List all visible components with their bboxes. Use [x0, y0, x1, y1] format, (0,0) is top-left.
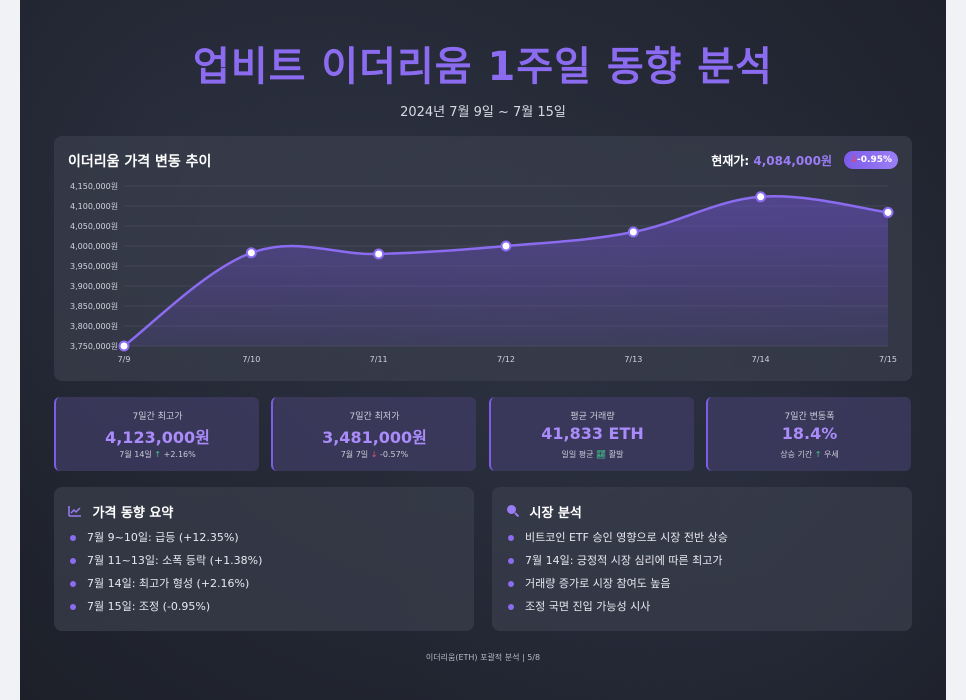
stat-note-text: 7월 7일	[340, 450, 369, 459]
y-tick-label: 3,850,000원	[70, 302, 118, 311]
slide: 업비트 이더리움 1주일 동향 분석 2024년 7월 9일 ~ 7월 15일 …	[20, 0, 946, 700]
stat-label: 평균 거래량	[570, 412, 615, 422]
stat-note-text: 상승 기간	[780, 450, 813, 459]
x-tick-label: 7/9	[118, 355, 131, 364]
list-item: 7월 11~13일: 소폭 등락 (+1.38%)	[68, 554, 262, 577]
stat-note: 7월 14일 ↑ +2.16%	[56, 449, 259, 460]
stat-trend: 활발	[608, 450, 624, 459]
stat-card-low: 7일간 최저가 3,481,000원 7월 7일 ↓ -0.57%	[271, 397, 476, 471]
current-price-value: 4,084,000원	[753, 154, 832, 168]
stat-trend: 우세	[824, 450, 839, 459]
list-item: 비트코인 ETF 승인 영향으로 시장 전반 상승	[506, 531, 728, 554]
chart-line-icon: 📈︎	[596, 450, 607, 459]
y-tick-label: 4,000,000원	[70, 242, 118, 251]
price-chart-card: 이더리움 가격 변동 추이 현재가: 4,084,000원 ↓ -0.95% 4…	[54, 136, 912, 381]
x-tick-label: 7/14	[752, 355, 770, 364]
arrow-down-icon: ↓	[370, 450, 378, 459]
data-point	[755, 191, 767, 203]
current-price-label: 현재가:	[711, 154, 750, 168]
search-icon	[506, 505, 524, 521]
stat-label: 7일간 최고가	[132, 412, 183, 422]
list-item: 7월 15일: 조정 (-0.95%)	[68, 600, 262, 623]
stat-value: 4,123,000원	[105, 428, 210, 447]
page-subtitle: 2024년 7월 9일 ~ 7월 15일	[400, 105, 566, 120]
stat-card-volume: 평균 거래량 41,833 ETH 일일 평균 📈︎ 활발	[489, 397, 694, 471]
x-tick-label: 7/12	[497, 355, 515, 364]
stat-value: 18.4%	[781, 424, 838, 443]
x-tick-label: 7/13	[624, 355, 642, 364]
list-item: 조정 국면 진입 가능성 시사	[506, 600, 728, 623]
stat-card-range: 7일간 변동폭 18.4% 상승 기간 ↑ 우세	[706, 397, 911, 471]
y-tick-label: 4,050,000원	[70, 222, 118, 231]
price-chart: 4,150,000원 4,100,000원 4,050,000원 4,000,000원…	[70, 182, 897, 364]
data-point	[118, 340, 130, 352]
list-item: 7월 14일: 최고가 형성 (+2.16%)	[68, 577, 262, 600]
panel-title: 가격 동향 요약	[68, 502, 173, 521]
x-tick-label: 7/10	[242, 355, 260, 364]
panel-title-text: 시장 분석	[529, 506, 582, 521]
price-area	[124, 196, 888, 346]
y-tick-label: 3,900,000원	[70, 282, 118, 291]
panel-title-text: 가격 동향 요약	[92, 506, 174, 521]
market-list: 비트코인 ETF 승인 영향으로 시장 전반 상승 7월 14일: 긍정적 시장…	[506, 531, 728, 623]
page-title: 업비트 이더리움 1주일 동향 분석	[193, 44, 773, 90]
arrow-up-icon: ↑	[814, 450, 822, 459]
y-tick-label: 4,150,000원	[70, 182, 118, 191]
arrow-down-icon: ↓	[850, 154, 859, 165]
stat-note-text: 7월 14일	[119, 450, 152, 459]
x-tick-label: 7/11	[370, 355, 388, 364]
data-point	[627, 226, 639, 238]
stat-value: 41,833 ETH	[541, 424, 644, 443]
stat-label: 7일간 변동폭	[784, 412, 835, 422]
change-badge-value: -0.95%	[857, 155, 892, 165]
stat-note-text: 일일 평균	[561, 450, 594, 459]
data-point	[245, 247, 257, 259]
data-point	[500, 240, 512, 252]
stat-value: 3,481,000원	[322, 428, 427, 447]
data-point	[373, 248, 385, 260]
x-tick-label: 7/15	[879, 355, 897, 364]
list-item: 7월 9~10일: 급등 (+12.35%)	[68, 531, 262, 554]
chart-title: 이더리움 가격 변동 추이	[68, 154, 212, 170]
stat-card-high: 7일간 최고가 4,123,000원 7월 14일 ↑ +2.16%	[54, 397, 259, 471]
market-analysis-panel: 시장 분석 비트코인 ETF 승인 영향으로 시장 전반 상승 7월 14일: …	[492, 487, 912, 631]
y-tick-label: 4,100,000원	[70, 202, 118, 211]
summary-list: 7월 9~10일: 급등 (+12.35%) 7월 11~13일: 소폭 등락 …	[68, 531, 262, 623]
list-item: 7월 14일: 긍정적 시장 심리에 따른 최고가	[506, 554, 728, 577]
y-tick-label: 3,800,000원	[70, 322, 118, 331]
stat-note: 7월 7일 ↓ -0.57%	[273, 449, 476, 460]
y-tick-label: 3,750,000원	[70, 342, 118, 351]
price-summary-panel: 가격 동향 요약 7월 9~10일: 급등 (+12.35%) 7월 11~13…	[54, 487, 474, 631]
arrow-up-icon: ↑	[154, 450, 162, 459]
list-item: 거래량 증가로 시장 참여도 높음	[506, 577, 728, 600]
change-badge: ↓ -0.95%	[844, 151, 898, 169]
data-point	[882, 206, 894, 218]
panel-title: 시장 분석	[506, 502, 582, 521]
stat-note: 일일 평균 📈︎ 활발	[491, 449, 694, 460]
stat-note: 상승 기간 ↑ 우세	[708, 449, 911, 460]
footer: 이더리움(ETH) 포괄적 분석 | 5/8	[425, 653, 541, 662]
stat-trend: -0.57%	[379, 450, 409, 459]
y-tick-label: 3,950,000원	[70, 262, 118, 271]
stat-trend: +2.16%	[163, 450, 196, 459]
current-price: 현재가: 4,084,000원	[711, 152, 832, 169]
stat-label: 7일간 최저가	[349, 412, 400, 422]
chart-line-icon	[68, 506, 87, 521]
